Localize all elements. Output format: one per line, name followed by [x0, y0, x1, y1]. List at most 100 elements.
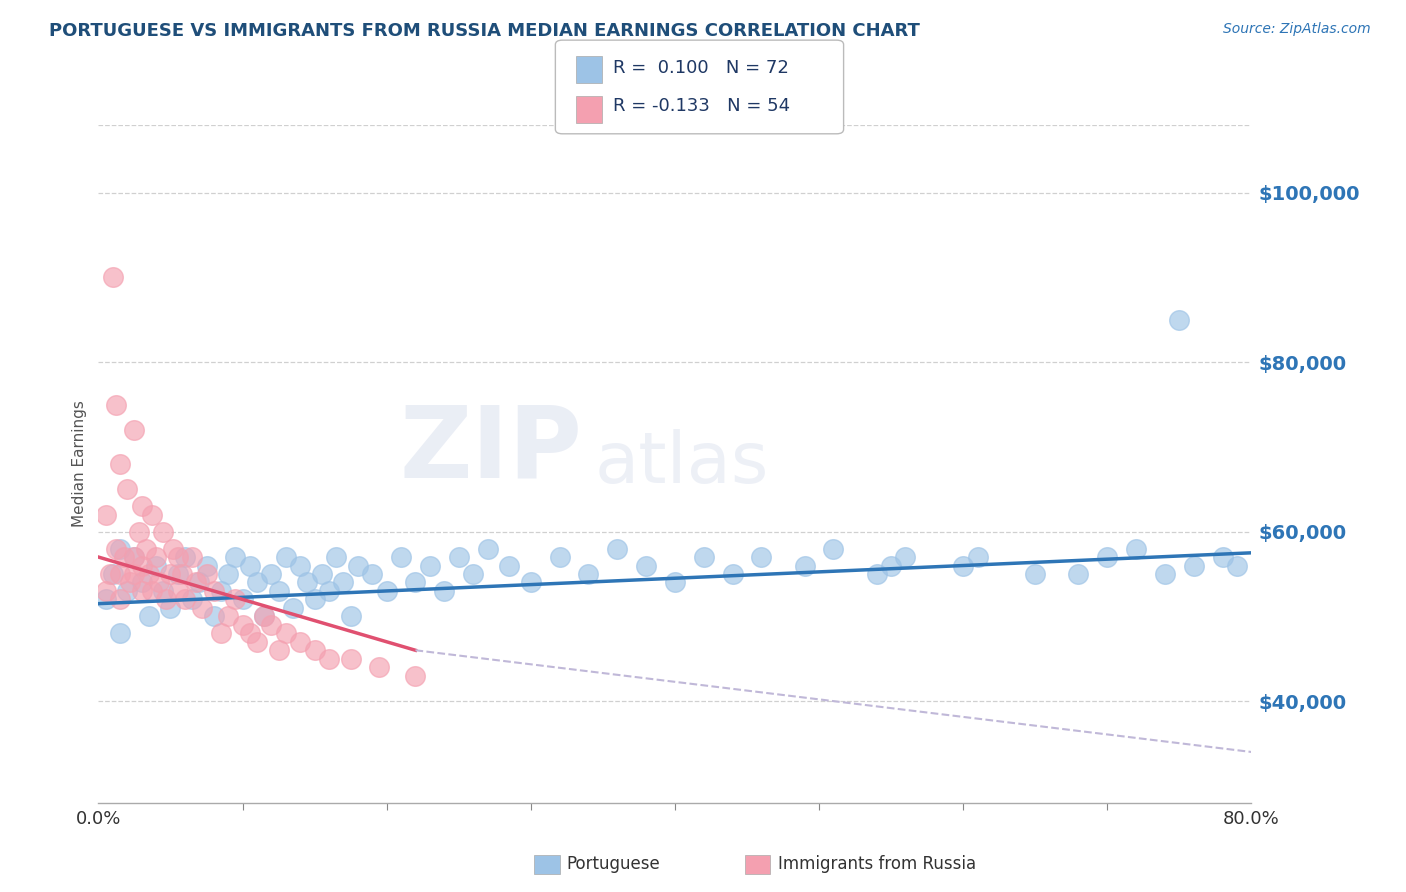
- Point: [170, 567, 193, 582]
- Point: [311, 567, 333, 582]
- Point: [281, 601, 304, 615]
- Point: [131, 583, 153, 598]
- Point: [94, 583, 117, 598]
- Point: [138, 609, 160, 624]
- Point: [433, 583, 456, 598]
- Point: [186, 575, 208, 590]
- Point: [112, 549, 135, 565]
- Point: [108, 567, 131, 582]
- Point: [290, 635, 312, 649]
- Point: [274, 626, 297, 640]
- Point: [1153, 567, 1175, 582]
- Point: [361, 567, 384, 582]
- Text: Source: ZipAtlas.com: Source: ZipAtlas.com: [1223, 22, 1371, 37]
- Text: R = -0.133   N = 54: R = -0.133 N = 54: [613, 96, 790, 114]
- Point: [108, 592, 131, 607]
- Point: [866, 567, 889, 582]
- Point: [318, 583, 340, 598]
- Point: [124, 549, 146, 565]
- Point: [260, 617, 283, 632]
- Point: [141, 508, 163, 522]
- Point: [108, 541, 131, 556]
- Point: [246, 575, 269, 590]
- Point: [231, 617, 254, 632]
- Point: [101, 270, 124, 285]
- Point: [239, 626, 262, 640]
- Point: [966, 549, 988, 565]
- Point: [721, 567, 744, 582]
- Point: [124, 567, 146, 582]
- Point: [548, 549, 571, 565]
- Point: [253, 609, 276, 624]
- Point: [267, 643, 290, 657]
- Point: [793, 558, 815, 573]
- Point: [202, 583, 225, 598]
- Point: [823, 541, 845, 556]
- Point: [664, 575, 686, 590]
- Point: [217, 609, 239, 624]
- Text: ZIP: ZIP: [399, 401, 582, 499]
- Point: [606, 541, 628, 556]
- Point: [368, 660, 391, 674]
- Point: [117, 482, 139, 496]
- Point: [202, 609, 225, 624]
- Point: [520, 575, 543, 590]
- Point: [325, 549, 347, 565]
- Point: [1067, 567, 1090, 582]
- Point: [405, 575, 427, 590]
- Point: [94, 592, 117, 607]
- Point: [304, 592, 326, 607]
- Point: [104, 541, 127, 556]
- Point: [239, 558, 262, 573]
- Point: [339, 651, 361, 665]
- Point: [253, 609, 276, 624]
- Point: [188, 575, 211, 590]
- Point: [332, 575, 354, 590]
- Point: [181, 549, 204, 565]
- Point: [419, 558, 441, 573]
- Point: [318, 651, 340, 665]
- Point: [159, 567, 181, 582]
- Point: [405, 669, 427, 683]
- Point: [124, 423, 146, 437]
- Point: [1125, 541, 1147, 556]
- Point: [131, 558, 153, 573]
- Point: [94, 508, 117, 522]
- Point: [174, 549, 197, 565]
- Point: [141, 583, 163, 598]
- Point: [578, 567, 600, 582]
- Point: [1226, 558, 1249, 573]
- Point: [131, 500, 153, 514]
- Point: [231, 592, 254, 607]
- Y-axis label: Median Earnings: Median Earnings: [72, 401, 87, 527]
- Point: [498, 558, 520, 573]
- Point: [1168, 313, 1191, 327]
- Point: [191, 601, 214, 615]
- Point: [166, 567, 188, 582]
- Point: [461, 567, 484, 582]
- Point: [162, 541, 184, 556]
- Point: [152, 524, 174, 539]
- Text: Immigrants from Russia: Immigrants from Russia: [778, 855, 976, 873]
- Point: [195, 558, 218, 573]
- Point: [751, 549, 773, 565]
- Point: [108, 457, 131, 471]
- Point: [181, 592, 204, 607]
- Point: [174, 592, 197, 607]
- Point: [117, 583, 139, 598]
- Point: [209, 583, 232, 598]
- Point: [217, 567, 239, 582]
- Point: [260, 567, 283, 582]
- Point: [447, 549, 470, 565]
- Point: [246, 635, 269, 649]
- Point: [135, 541, 157, 556]
- Point: [159, 601, 181, 615]
- Point: [1212, 549, 1234, 565]
- Text: PORTUGUESE VS IMMIGRANTS FROM RUSSIA MEDIAN EARNINGS CORRELATION CHART: PORTUGUESE VS IMMIGRANTS FROM RUSSIA MED…: [49, 22, 920, 40]
- Point: [195, 567, 218, 582]
- Point: [128, 524, 150, 539]
- Point: [131, 575, 153, 590]
- Point: [636, 558, 658, 573]
- Point: [1182, 558, 1205, 573]
- Point: [138, 567, 160, 582]
